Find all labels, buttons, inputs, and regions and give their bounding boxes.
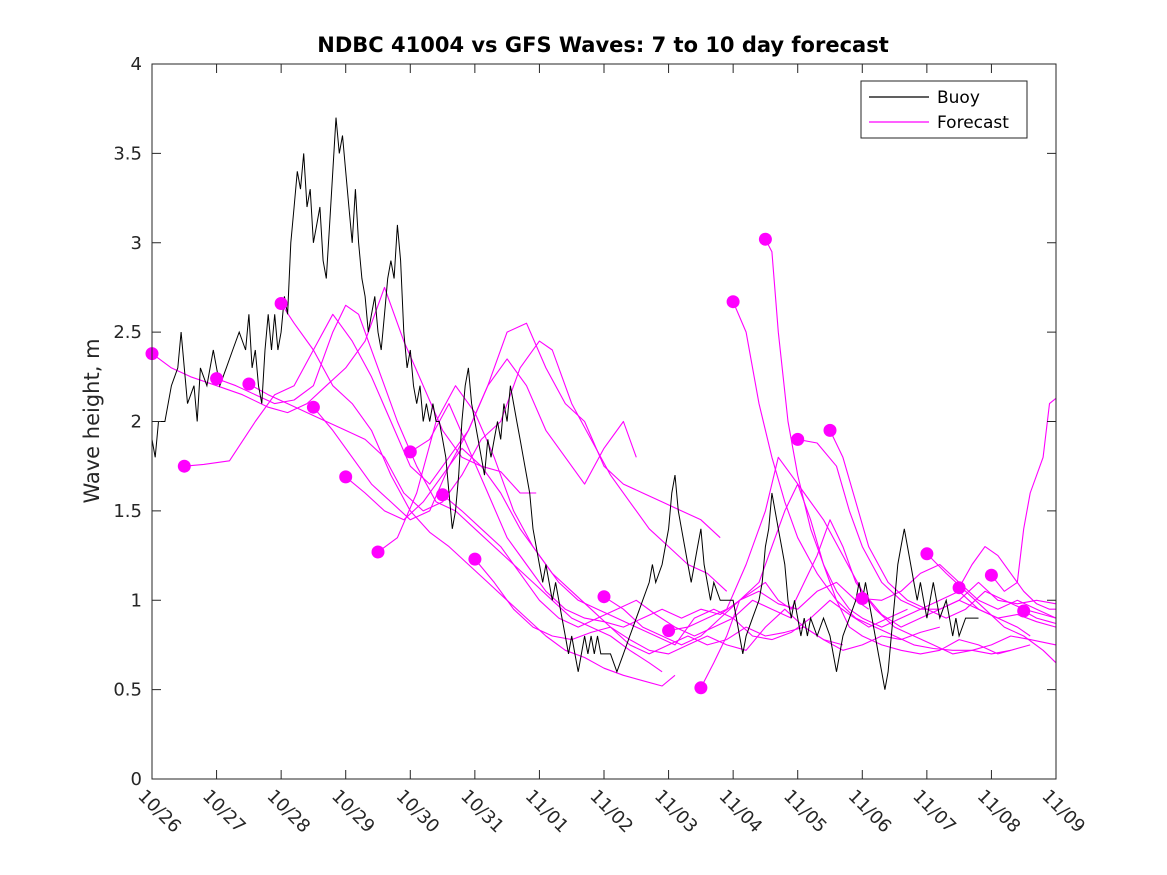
y-tick-label: 3 bbox=[131, 233, 142, 254]
forecast-line-22 bbox=[990, 397, 1057, 592]
series-layer bbox=[151, 117, 1057, 690]
y-tick-label: 2.5 bbox=[113, 322, 142, 343]
forecast-line-7 bbox=[345, 447, 792, 646]
forecast-start-marker-11 bbox=[468, 552, 482, 566]
forecast-start-marker-6 bbox=[306, 400, 320, 414]
buoy-line bbox=[151, 117, 979, 690]
forecast-line-5 bbox=[280, 303, 676, 687]
forecast-start-marker-2 bbox=[177, 459, 191, 473]
forecast-line-11 bbox=[474, 558, 940, 655]
y-tick-label: 1 bbox=[131, 590, 142, 611]
forecast-start-marker-20 bbox=[920, 547, 934, 561]
legend-box bbox=[860, 80, 1028, 139]
forecast-line-10 bbox=[442, 494, 908, 641]
forecast-line-20 bbox=[926, 553, 1057, 664]
forecast-start-marker-18 bbox=[823, 423, 837, 437]
forecast-line-12 bbox=[603, 483, 1011, 655]
forecast-line-14 bbox=[700, 519, 1057, 689]
forecast-start-marker-13 bbox=[662, 624, 676, 638]
legend-buoy-label: Buoy bbox=[937, 88, 980, 108]
forecast-start-marker-22 bbox=[984, 568, 998, 582]
plot-area bbox=[152, 64, 1056, 779]
y-tick-label: 0.5 bbox=[113, 680, 142, 701]
forecast-line-17 bbox=[797, 438, 1057, 610]
forecast-start-marker-23 bbox=[1017, 604, 1031, 618]
forecast-line-9 bbox=[410, 403, 870, 628]
legend: Buoy Forecast bbox=[860, 80, 1028, 139]
forecast-line-4 bbox=[248, 340, 728, 592]
forecast-start-marker-15 bbox=[726, 295, 740, 309]
forecast-line-23 bbox=[1023, 610, 1057, 625]
forecast-start-marker-16 bbox=[758, 232, 772, 246]
y-axis-label: Wave height, m bbox=[80, 338, 104, 503]
forecast-start-marker-9 bbox=[403, 445, 417, 459]
y-tick-label: 1.5 bbox=[113, 501, 142, 522]
forecast-line-15 bbox=[732, 301, 1031, 655]
y-tick-label: 0 bbox=[131, 769, 142, 790]
legend-forecast-label: Forecast bbox=[937, 113, 1009, 133]
forecast-line-6 bbox=[312, 322, 721, 539]
forecast-start-marker-10 bbox=[436, 488, 450, 502]
forecast-start-marker-17 bbox=[791, 432, 805, 446]
forecast-line-21 bbox=[958, 546, 1056, 610]
forecast-line-16 bbox=[764, 238, 1057, 628]
forecast-line-1 bbox=[151, 286, 537, 494]
forecast-line-13 bbox=[668, 456, 1031, 637]
forecast-start-marker-12 bbox=[597, 590, 611, 604]
y-tick-label: 4 bbox=[131, 54, 142, 75]
forecast-start-marker-14 bbox=[694, 681, 708, 695]
marker-layer bbox=[145, 232, 1031, 695]
forecast-start-marker-8 bbox=[371, 545, 385, 559]
forecast-start-marker-7 bbox=[339, 470, 353, 484]
forecast-start-marker-4 bbox=[242, 377, 256, 391]
y-tick-label: 2 bbox=[131, 412, 142, 433]
forecast-start-marker-21 bbox=[952, 581, 966, 595]
forecast-line-3 bbox=[216, 304, 663, 673]
forecast-line-2 bbox=[184, 313, 637, 485]
y-tick-label: 3.5 bbox=[113, 143, 142, 164]
forecast-start-marker-3 bbox=[210, 372, 224, 386]
forecast-start-marker-5 bbox=[274, 297, 288, 310]
chart-title: NDBC 41004 vs GFS Waves: 7 to 10 day for… bbox=[317, 33, 888, 57]
forecast-start-marker-19 bbox=[855, 592, 869, 605]
